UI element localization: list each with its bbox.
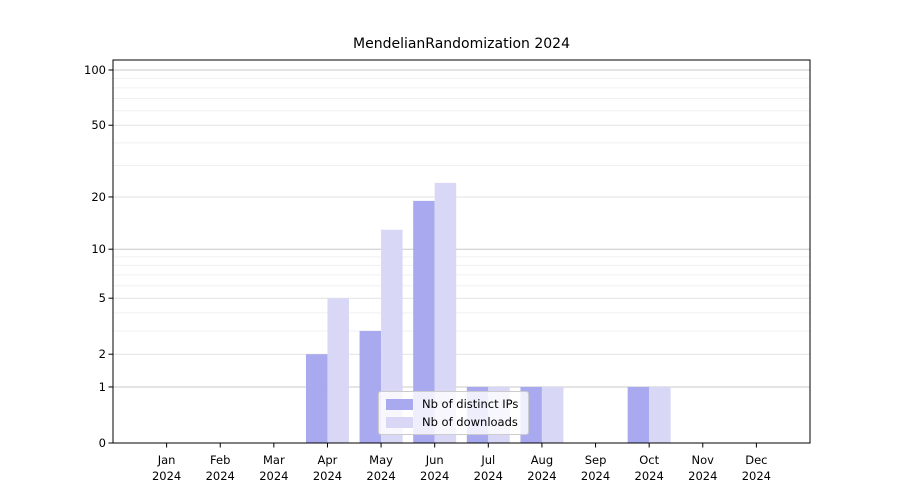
bar-downloads-oct xyxy=(649,386,671,443)
x-tick-label-month: May xyxy=(369,453,393,467)
x-tick-label-year: 2024 xyxy=(152,469,181,483)
x-tick-label-month: Apr xyxy=(318,453,338,467)
x-tick-label-month: Feb xyxy=(210,453,230,467)
y-tick-label: 5 xyxy=(99,291,106,305)
y-tick-label: 20 xyxy=(91,190,106,204)
legend: Nb of distinct IPs Nb of downloads xyxy=(378,391,530,435)
x-tick-label-year: 2024 xyxy=(581,469,610,483)
x-tick-label-year: 2024 xyxy=(635,469,664,483)
x-tick-label-month: Oct xyxy=(639,453,659,467)
legend-item-distinct-ips: Nb of distinct IPs xyxy=(386,397,518,411)
x-tick-label-year: 2024 xyxy=(688,469,717,483)
bar-downloads-jun xyxy=(434,182,457,443)
y-tick-label: 10 xyxy=(91,242,106,256)
chart-title: MendelianRandomization 2024 xyxy=(353,36,570,52)
x-tick-label-year: 2024 xyxy=(259,469,288,483)
y-tick-label: 0 xyxy=(99,436,106,450)
y-tick-label: 2 xyxy=(99,347,106,361)
x-tick-label-month: Sep xyxy=(585,453,607,467)
x-tick-label-year: 2024 xyxy=(527,469,556,483)
plot-border xyxy=(112,59,811,444)
bar-downloads-aug xyxy=(541,386,564,443)
bar-distinct-ips-may xyxy=(359,330,382,443)
bar-distinct-ips-oct xyxy=(627,386,650,443)
x-tick-label-month: Mar xyxy=(263,453,285,467)
x-tick-label-year: 2024 xyxy=(313,469,342,483)
legend-swatch-downloads xyxy=(386,416,413,428)
x-tick-label-month: Nov xyxy=(692,453,715,467)
x-tick-label-year: 2024 xyxy=(206,469,235,483)
y-tick-label: 1 xyxy=(99,380,106,394)
x-tick-label-year: 2024 xyxy=(742,469,771,483)
bar-distinct-ips-jun xyxy=(413,200,435,443)
legend-label-downloads: Nb of downloads xyxy=(422,415,518,429)
y-tick-label: 50 xyxy=(91,118,106,132)
x-tick-label-month: Jun xyxy=(425,453,444,467)
legend-swatch-distinct-ips xyxy=(386,398,413,410)
bar-distinct-ips-apr xyxy=(305,354,328,443)
x-tick-label-month: Dec xyxy=(745,453,767,467)
y-tick-label: 100 xyxy=(84,63,106,77)
x-tick-label-year: 2024 xyxy=(420,469,449,483)
x-tick-label-month: Jan xyxy=(157,453,176,467)
bar-downloads-apr xyxy=(327,298,349,443)
x-tick-label-year: 2024 xyxy=(474,469,503,483)
bar-downloads-may xyxy=(381,229,403,443)
legend-label-distinct-ips: Nb of distinct IPs xyxy=(422,397,519,411)
x-tick-label-month: Aug xyxy=(531,453,553,467)
x-tick-label-year: 2024 xyxy=(366,469,395,483)
x-tick-label-month: Jul xyxy=(480,453,495,467)
legend-item-downloads: Nb of downloads xyxy=(386,415,518,429)
